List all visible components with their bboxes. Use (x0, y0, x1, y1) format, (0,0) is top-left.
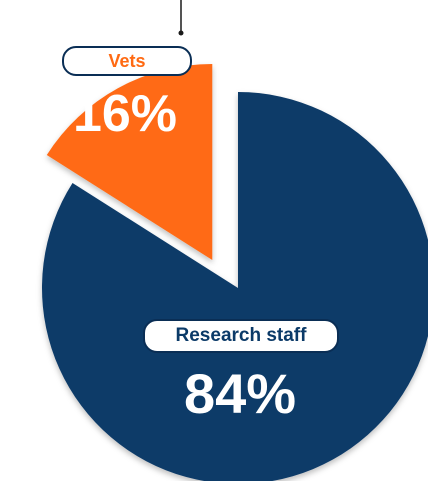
slice-label-research-staff: Research staff (143, 319, 339, 353)
callout-dot (178, 30, 184, 36)
slice-value-research-staff: 84% (183, 362, 297, 425)
slice-label-vets: Vets (62, 46, 192, 76)
pie-slice-research-staff (42, 92, 428, 481)
slice-value-vets: 16% (72, 85, 178, 143)
pie-slice-vets (46, 63, 213, 260)
